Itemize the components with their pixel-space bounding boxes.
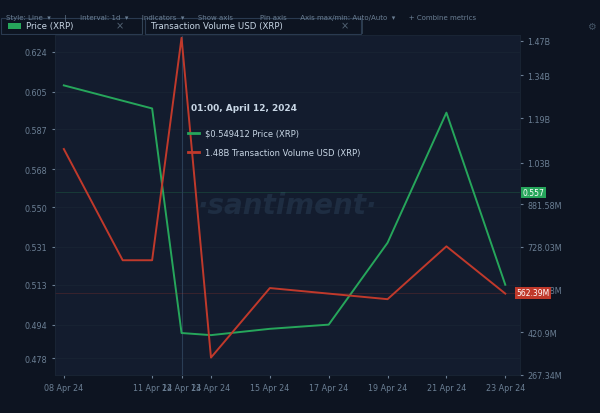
Text: Price (XRP): Price (XRP)	[26, 22, 74, 31]
Text: $0.549412 Price (XRP): $0.549412 Price (XRP)	[205, 129, 299, 138]
Text: ×: ×	[341, 21, 349, 31]
Text: ×: ×	[115, 21, 124, 31]
Text: 01:00, April 12, 2024: 01:00, April 12, 2024	[191, 104, 298, 113]
Text: Transaction Volume USD (XRP): Transaction Volume USD (XRP)	[151, 22, 283, 31]
Text: 0.557: 0.557	[523, 188, 544, 197]
FancyBboxPatch shape	[1, 19, 142, 35]
Text: 1.48B Transaction Volume USD (XRP): 1.48B Transaction Volume USD (XRP)	[205, 148, 361, 157]
Text: Style: Line  ▾      |      Interval: 1d  ▾      Indicators  ▾      Show axis    : Style: Line ▾ | Interval: 1d ▾ Indicator…	[6, 14, 476, 21]
Text: ⚙: ⚙	[587, 21, 595, 31]
Text: 562.39M: 562.39M	[517, 289, 550, 298]
Text: ·santiment·: ·santiment·	[198, 192, 377, 219]
Bar	[8, 24, 21, 30]
FancyBboxPatch shape	[145, 19, 361, 35]
